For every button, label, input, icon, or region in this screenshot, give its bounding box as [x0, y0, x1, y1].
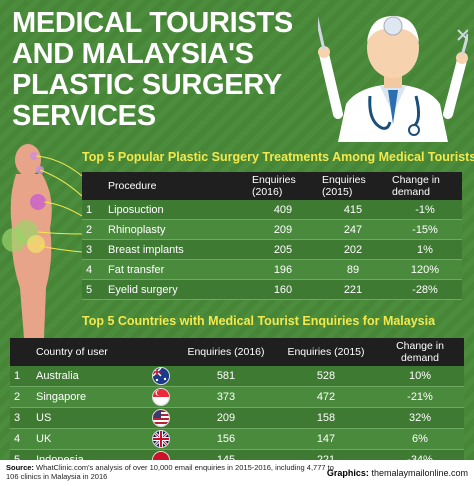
enquiries-2015: 247 [318, 219, 388, 240]
table-row: 4 UK 156 147 6% [10, 428, 464, 450]
table-row: 1 Liposuction 409 415 -1% [82, 200, 462, 220]
procedure-header: Procedure [108, 180, 157, 192]
enquiries-2015-header: Enquiries (2015) [322, 174, 366, 198]
flag-cell [148, 366, 176, 387]
row-rank: 3 [82, 239, 104, 260]
enquiries-2015: 158 [276, 407, 376, 429]
source-note: Source: WhatClinic.com's analysis of ove… [6, 463, 336, 481]
doctor-icon [318, 16, 468, 142]
procedure-name: Liposuction [104, 200, 248, 220]
enquiries-2015: 221 [318, 279, 388, 300]
enquiries-2016: 209 [176, 407, 276, 429]
enquiries-2015: 202 [318, 239, 388, 260]
rank-header [10, 338, 32, 366]
enquiries-2016: 409 [248, 200, 318, 220]
title-line-1: MEDICAL TOURISTS [12, 7, 293, 39]
title-line-2: AND MALAYSIA'S [12, 38, 254, 70]
change-in-demand: -21% [376, 386, 464, 408]
countries-header-row: Country of user Enquiries (2016) Enquiri… [10, 338, 464, 366]
country-header: Country of user [36, 346, 108, 358]
credit-text: themalaymailonline.com [371, 468, 468, 478]
page-title: MEDICAL TOURISTS AND MALAYSIA'S PLASTIC … [12, 8, 312, 132]
flag-cell [148, 407, 176, 429]
change-header: Change in demand [396, 340, 444, 364]
enquiries-2016: 156 [176, 428, 276, 450]
human-body-icon [2, 144, 82, 338]
enquiries-2016-header: Enquiries (2016) [252, 174, 296, 198]
row-rank: 2 [10, 386, 32, 408]
table-row: 4 Fat transfer 196 89 120% [82, 259, 462, 280]
change-in-demand: -28% [388, 279, 462, 300]
row-rank: 1 [82, 200, 104, 220]
enquiries-2015: 472 [276, 386, 376, 408]
row-rank: 5 [82, 279, 104, 300]
change-in-demand: 6% [376, 428, 464, 450]
change-in-demand: 1% [388, 239, 462, 260]
procedure-name: Rhinoplasty [104, 219, 248, 240]
procedure-name: Fat transfer [104, 259, 248, 280]
change-in-demand: 10% [376, 366, 464, 387]
source-label: Source: [6, 463, 34, 472]
change-in-demand: 32% [376, 407, 464, 429]
country-name: US [32, 407, 148, 429]
us-flag-icon [152, 409, 170, 427]
row-rank: 4 [10, 428, 32, 450]
change-in-demand: 120% [388, 259, 462, 280]
graphics-credit: Graphics: themalaymailonline.com [327, 468, 468, 478]
table-row: 2 Rhinoplasty 209 247 -15% [82, 219, 462, 240]
procedures-header-row: Procedure Enquiries (2016) Enquiries (20… [82, 172, 462, 200]
enquiries-2015-header: Enquiries (2015) [287, 346, 365, 358]
rank-header [82, 172, 104, 200]
procedure-name: Eyelid surgery [104, 279, 248, 300]
table-row: 1 Australia 581 528 10% [10, 366, 464, 387]
credit-label: Graphics: [326, 468, 369, 478]
flag-header [148, 338, 176, 366]
countries-section-title: Top 5 Countries with Medical Tourist Enq… [82, 314, 436, 328]
footer: Source: WhatClinic.com's analysis of ove… [0, 460, 474, 486]
enquiries-2016: 209 [248, 219, 318, 240]
australia-flag-icon [152, 367, 170, 385]
row-rank: 4 [82, 259, 104, 280]
table-row: 3 Breast implants 205 202 1% [82, 239, 462, 260]
singapore-flag-icon [152, 388, 170, 406]
enquiries-2016: 205 [248, 239, 318, 260]
enquiries-2016: 160 [248, 279, 318, 300]
title-line-4: SERVICES [12, 100, 156, 132]
enquiries-2016: 581 [176, 366, 276, 387]
uk-flag-icon [152, 430, 170, 448]
enquiries-2015: 147 [276, 428, 376, 450]
flag-cell [148, 386, 176, 408]
row-rank: 3 [10, 407, 32, 429]
countries-table: Country of user Enquiries (2016) Enquiri… [10, 338, 464, 471]
country-name: Singapore [32, 386, 148, 408]
procedure-name: Breast implants [104, 239, 248, 260]
change-in-demand: -1% [388, 200, 462, 220]
table-row: 2 Singapore 373 472 -21% [10, 386, 464, 408]
enquiries-2016: 373 [176, 386, 276, 408]
row-rank: 1 [10, 366, 32, 387]
flag-cell [148, 428, 176, 450]
procedures-section-title: Top 5 Popular Plastic Surgery Treatments… [82, 150, 474, 164]
table-row: 3 US 209 158 32% [10, 407, 464, 429]
change-in-demand: -15% [388, 219, 462, 240]
enquiries-2015: 89 [318, 259, 388, 280]
table-row: 5 Eyelid surgery 160 221 -28% [82, 279, 462, 300]
source-text: WhatClinic.com's analysis of over 10,000… [6, 463, 334, 481]
country-name: UK [32, 428, 148, 450]
enquiries-2016-header: Enquiries (2016) [187, 346, 265, 358]
country-name: Australia [32, 366, 148, 387]
procedures-table: Procedure Enquiries (2016) Enquiries (20… [82, 172, 462, 300]
row-rank: 2 [82, 219, 104, 240]
title-line-3: PLASTIC SURGERY [12, 69, 282, 101]
enquiries-2016: 196 [248, 259, 318, 280]
enquiries-2015: 528 [276, 366, 376, 387]
enquiries-2015: 415 [318, 200, 388, 220]
change-header: Change in demand [392, 174, 440, 198]
